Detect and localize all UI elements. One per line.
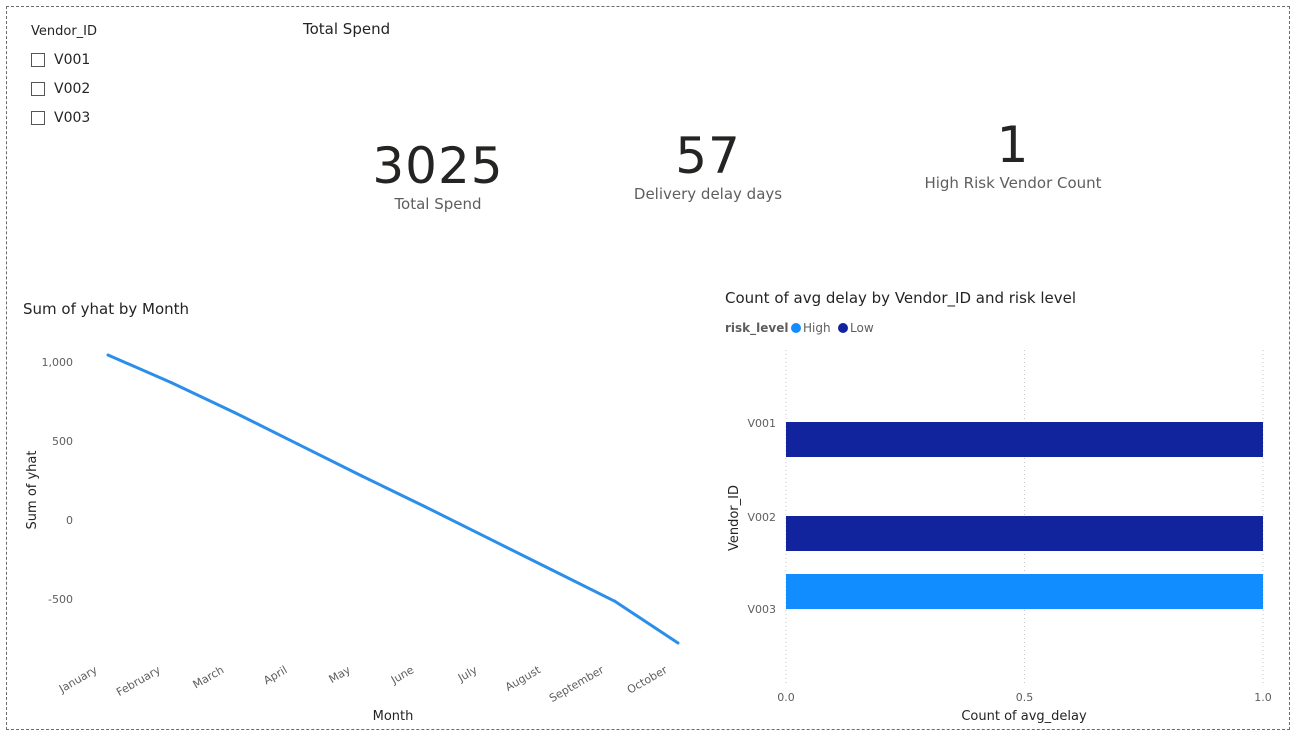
cards-header-title: Total Spend bbox=[303, 20, 391, 38]
slicer-item-v002[interactable]: V002 bbox=[31, 74, 97, 103]
series-line bbox=[107, 353, 679, 645]
y-tick-label: -500 bbox=[48, 593, 73, 606]
x-tick-label: January bbox=[56, 663, 100, 696]
kpi-card-high-risk[interactable]: 1 High Risk Vendor Count bbox=[913, 120, 1113, 192]
y-tick-label: 500 bbox=[52, 435, 73, 448]
data-point bbox=[423, 504, 427, 508]
slicer-item-v001[interactable]: V001 bbox=[31, 45, 97, 74]
y-tick-label: 1,000 bbox=[42, 356, 74, 369]
data-point bbox=[169, 381, 173, 385]
x-tick-label: June bbox=[388, 663, 416, 687]
x-tick-label: October bbox=[625, 663, 670, 697]
bar bbox=[786, 574, 1263, 609]
y-axis-title: Sum of yhat bbox=[25, 451, 40, 530]
checkbox[interactable] bbox=[31, 110, 45, 125]
x-tick-label: 1.0 bbox=[1254, 691, 1272, 704]
data-point bbox=[486, 536, 490, 540]
x-tick-label: March bbox=[191, 663, 227, 691]
kpi-value: 1 bbox=[996, 116, 1030, 174]
x-axis-title: Count of avg_delay bbox=[961, 709, 1087, 724]
kpi-card-delivery-delay[interactable]: 57 Delivery delay days bbox=[628, 131, 788, 203]
kpi-label: High Risk Vendor Count bbox=[924, 174, 1102, 192]
data-point bbox=[296, 442, 300, 446]
vendor-slicer: Vendor_ID V001 V002 V003 bbox=[31, 24, 97, 132]
bar-chart[interactable]: risk_level High Low 0.0 0.5 1.0 V001 V002 V003 Co… bbox=[700, 315, 1290, 730]
legend-title: risk_level bbox=[725, 321, 788, 336]
checkbox[interactable] bbox=[31, 52, 45, 67]
slicer-item-label: V002 bbox=[54, 80, 91, 97]
x-tick-label: April bbox=[261, 663, 289, 687]
kpi-value: 57 bbox=[675, 127, 741, 185]
y-tick-label: V001 bbox=[747, 417, 776, 430]
y-tick-label: 0 bbox=[66, 514, 73, 527]
x-tick-label: May bbox=[327, 663, 354, 686]
checkbox[interactable] bbox=[31, 81, 45, 96]
legend-marker bbox=[791, 323, 801, 333]
y-tick-label: V002 bbox=[747, 511, 776, 524]
slicer-item-label: V001 bbox=[54, 51, 91, 68]
data-point bbox=[549, 568, 553, 572]
data-point bbox=[106, 353, 110, 357]
kpi-card-total-spend[interactable]: 3025 Total Spend bbox=[358, 141, 518, 213]
legend-marker bbox=[838, 323, 848, 333]
kpi-label: Total Spend bbox=[394, 195, 482, 213]
legend-label: Low bbox=[850, 321, 874, 335]
data-point bbox=[359, 474, 363, 478]
x-tick-label: September bbox=[547, 663, 607, 705]
kpi-label: Delivery delay days bbox=[633, 185, 783, 203]
slicer-title: Vendor_ID bbox=[31, 24, 98, 39]
y-tick-label: V003 bbox=[747, 603, 776, 616]
bar bbox=[786, 516, 1263, 551]
data-point bbox=[676, 641, 680, 645]
x-tick-label: July bbox=[455, 663, 480, 685]
x-tick-label: 0.0 bbox=[777, 691, 795, 704]
line-chart[interactable]: 1,000 500 0 -500 January February March April Ma… bbox=[0, 330, 700, 730]
kpi-value: 3025 bbox=[372, 137, 504, 195]
x-tick-label: August bbox=[503, 663, 543, 694]
y-axis-title: Vendor_ID bbox=[727, 485, 742, 551]
legend-label: High bbox=[803, 321, 831, 335]
x-tick-label: 0.5 bbox=[1016, 691, 1034, 704]
x-tick-label: February bbox=[114, 663, 163, 699]
x-axis-title: Month bbox=[373, 709, 414, 724]
slicer-item-v003[interactable]: V003 bbox=[31, 103, 97, 132]
data-point bbox=[613, 599, 617, 603]
bar-chart-title: Count of avg delay by Vendor_ID and risk… bbox=[725, 289, 1077, 307]
line-chart-title: Sum of yhat by Month bbox=[23, 300, 190, 318]
bar bbox=[786, 422, 1263, 457]
data-point bbox=[233, 411, 237, 415]
slicer-item-label: V003 bbox=[54, 109, 91, 126]
report-canvas bbox=[6, 6, 1290, 730]
